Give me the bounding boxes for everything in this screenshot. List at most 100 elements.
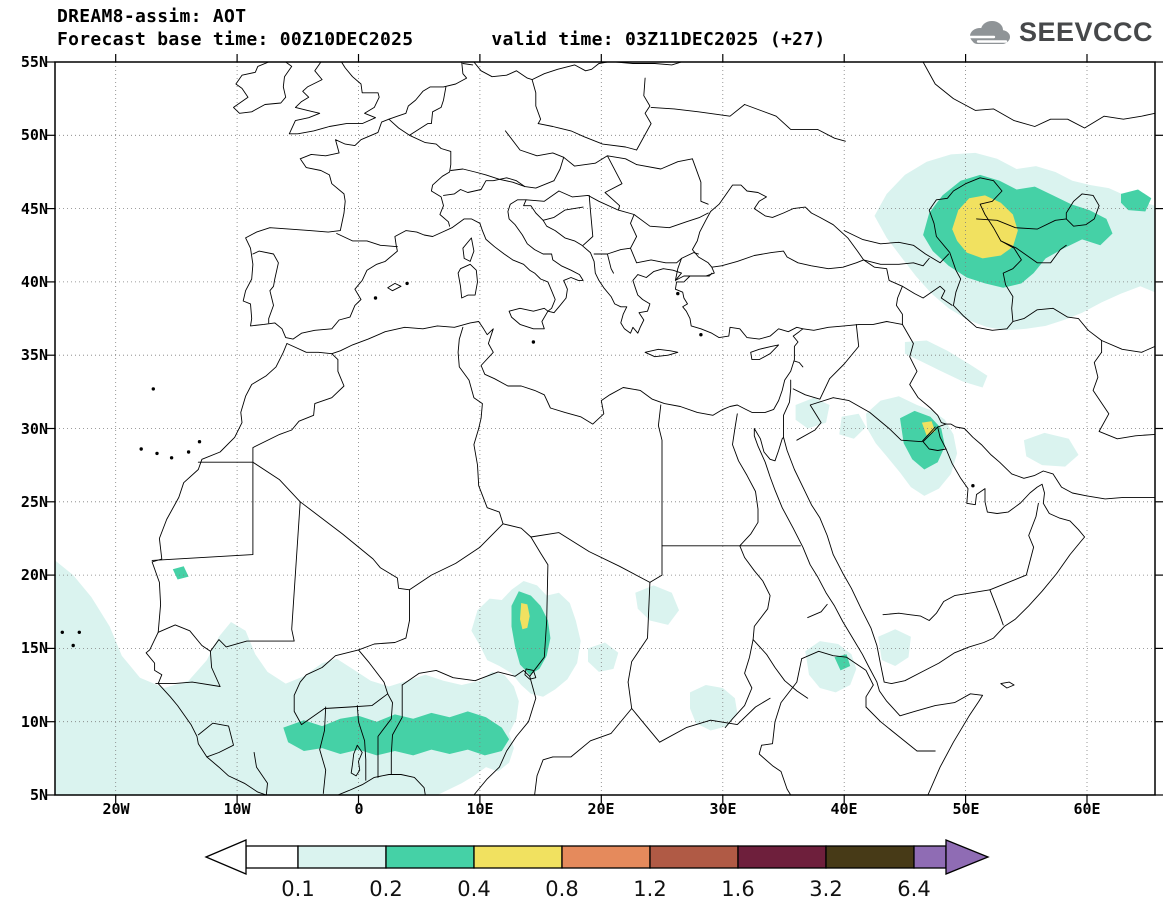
colorbar-arrow-left xyxy=(204,839,247,875)
aot-region-level2 xyxy=(834,654,851,671)
coastline-border xyxy=(796,397,834,441)
coastline-border xyxy=(542,206,584,221)
coastline-border xyxy=(691,158,709,205)
coastline-border xyxy=(525,190,560,202)
aot-region-level1 xyxy=(839,413,866,439)
island-dot xyxy=(197,440,202,444)
colorbar-segment xyxy=(385,845,475,869)
coastline-island xyxy=(508,307,549,330)
island-dot xyxy=(151,387,155,391)
coastline-border xyxy=(631,708,661,743)
colorbar-segment xyxy=(297,845,387,869)
coastline-border xyxy=(1092,351,1155,440)
island-dot xyxy=(971,484,975,488)
lat-label: 30N xyxy=(20,420,48,438)
coastline-island xyxy=(462,237,475,262)
coastline-border xyxy=(901,323,947,425)
coastline-border xyxy=(502,523,532,538)
colorbar-tick-label: 0.8 xyxy=(545,877,578,901)
coastline-border xyxy=(537,123,638,151)
coastline-border xyxy=(582,194,594,246)
valid-time-text: valid time: 03Z11DEC2025 (+27) xyxy=(491,29,826,50)
lon-label: 0 xyxy=(354,800,364,818)
aot-region-level2 xyxy=(900,410,945,470)
island-dot xyxy=(531,340,536,344)
coastline-border xyxy=(976,218,1067,230)
coastline-border xyxy=(504,130,565,158)
coastline-border xyxy=(865,706,936,752)
coastline-border xyxy=(336,233,398,248)
coastline-island xyxy=(524,668,537,680)
seevccc-logo: SEEVCCC xyxy=(965,16,1153,48)
aot-region-level1 xyxy=(805,641,857,693)
coastline-border xyxy=(636,77,652,151)
coastline-island xyxy=(387,282,402,292)
lat-label: 40N xyxy=(20,273,48,291)
coastline-border xyxy=(801,650,874,686)
coastline-border xyxy=(462,63,474,66)
coastline-border xyxy=(783,379,792,438)
logo-text: SEEVCCC xyxy=(1018,16,1153,47)
lat-label: 5N xyxy=(29,786,48,804)
island-dot xyxy=(60,630,64,634)
coastline-border xyxy=(409,523,504,591)
coastline-border xyxy=(630,214,638,249)
coastline-border xyxy=(530,532,651,583)
plot-title: DREAM8-assim: AOT xyxy=(57,6,246,27)
coastline-border xyxy=(252,461,410,621)
aot-region-level2 xyxy=(172,566,189,580)
coastline-border xyxy=(753,423,1155,795)
coastline-border xyxy=(829,323,860,380)
colorbar-segment xyxy=(561,845,651,869)
island-dot xyxy=(699,333,703,337)
lon-label: 10W xyxy=(223,800,251,818)
island-dot xyxy=(405,281,409,286)
colorbar-tick-label: 6.4 xyxy=(897,877,930,901)
coastline-border xyxy=(151,461,254,561)
aot-fill-layer xyxy=(55,152,1155,795)
coastline-border xyxy=(843,230,950,264)
coastline-border xyxy=(409,86,447,136)
coastline-border xyxy=(553,156,565,182)
coastline-border xyxy=(1012,307,1103,353)
aot-region-level3 xyxy=(921,421,936,436)
coastline-border xyxy=(627,581,651,683)
axis-ticks xyxy=(47,54,1163,803)
coastline-border xyxy=(615,62,682,66)
coastline-border xyxy=(534,756,554,795)
island-dot xyxy=(77,630,81,634)
coastline-border xyxy=(659,697,771,743)
aot-region-level1 xyxy=(878,629,911,666)
coastline-border xyxy=(253,752,268,795)
coastline-border xyxy=(1000,240,1067,264)
coastline-border xyxy=(473,62,608,81)
coastline-border xyxy=(319,706,327,794)
colorbar-segment xyxy=(245,845,299,869)
coastline-border xyxy=(802,321,903,331)
island-dot xyxy=(373,296,378,300)
aot-region-level1 xyxy=(690,685,738,731)
lat-label: 20N xyxy=(20,566,48,584)
coastline-border xyxy=(531,79,542,125)
coastline-border xyxy=(744,104,846,142)
colorbar-segment xyxy=(825,845,915,869)
lon-label: 40E xyxy=(830,800,858,818)
coastline-border xyxy=(377,693,393,778)
colorbar-tick-label: 1.2 xyxy=(633,877,666,901)
coastline-border xyxy=(636,158,693,170)
coastline-border xyxy=(388,118,452,227)
coastline-border xyxy=(650,104,746,117)
coastline-border xyxy=(901,285,953,306)
coastline-island xyxy=(1065,193,1100,227)
coastline-border xyxy=(606,247,699,264)
colorbar-segment xyxy=(913,845,947,869)
coastline-border xyxy=(209,650,221,687)
plot-subtitle: Forecast base time: 00Z10DEC2025 valid ti… xyxy=(57,29,826,50)
coastline-island xyxy=(750,344,780,361)
island-dot xyxy=(169,456,174,460)
aot-region-level3 xyxy=(520,603,530,630)
coastline-border xyxy=(989,589,1004,626)
aot-region-level1 xyxy=(55,560,519,795)
